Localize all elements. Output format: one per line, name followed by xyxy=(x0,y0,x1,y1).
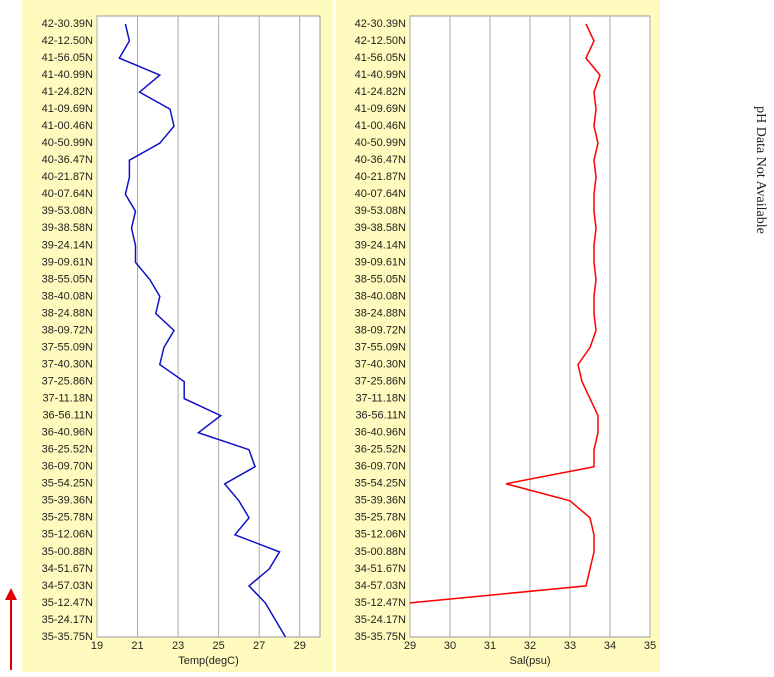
y-tick-label: 41-24.82N xyxy=(42,86,93,98)
y-tick-label: 41-40.99N xyxy=(42,69,93,81)
y-tick-label: 38-55.05N xyxy=(355,273,406,285)
x-tick-label: 27 xyxy=(253,640,265,652)
y-tick-label: 36-40.96N xyxy=(355,427,406,439)
y-tick-label: 35-35.75N xyxy=(42,631,93,643)
y-tick-label: 35-00.88N xyxy=(42,546,93,558)
y-tick-label: 35-12.47N xyxy=(42,597,93,609)
y-tick-label: 35-12.47N xyxy=(355,597,406,609)
y-tick-label: 34-57.03N xyxy=(42,580,93,592)
y-tick-label: 40-21.87N xyxy=(355,171,406,183)
y-tick-label: 38-40.08N xyxy=(355,290,406,302)
y-tick-label: 36-25.52N xyxy=(355,444,406,456)
x-tick-label: 32 xyxy=(524,640,536,652)
y-tick-label: 40-36.47N xyxy=(42,154,93,166)
y-tick-label: 38-55.05N xyxy=(42,273,93,285)
y-tick-label: 34-51.67N xyxy=(42,563,93,575)
y-tick-label: 37-25.86N xyxy=(355,375,406,387)
y-tick-label: 35-35.75N xyxy=(355,631,406,643)
y-tick-label: 40-50.99N xyxy=(42,137,93,149)
y-tick-label: 40-36.47N xyxy=(355,154,406,166)
y-tick-label: 41-40.99N xyxy=(355,69,406,81)
y-tick-label: 37-11.18N xyxy=(355,393,406,405)
data-line xyxy=(409,23,601,604)
y-tick-label: 36-09.70N xyxy=(42,461,93,473)
y-tick-label: 37-11.18N xyxy=(42,393,93,405)
y-tick-label: 39-38.58N xyxy=(355,222,406,234)
ph-note: pH Data Not Available xyxy=(753,106,768,234)
x-tick-label: 34 xyxy=(604,640,616,652)
y-tick-label: 41-56.05N xyxy=(42,52,93,64)
arrow-head xyxy=(5,588,17,600)
x-axis-label: Sal(psu) xyxy=(510,655,551,667)
y-tick-label: 34-51.67N xyxy=(355,563,406,575)
y-tick-label: 38-24.88N xyxy=(355,307,406,319)
y-tick-label: 37-55.09N xyxy=(42,341,93,353)
y-tick-label: 42-30.39N xyxy=(355,18,406,30)
y-tick-label: 38-40.08N xyxy=(42,290,93,302)
y-tick-label: 36-56.11N xyxy=(355,410,406,422)
y-tick-label: 37-55.09N xyxy=(355,341,406,353)
y-tick-label: 34-57.03N xyxy=(355,580,406,592)
y-tick-label: 36-09.70N xyxy=(355,461,406,473)
y-tick-label: 35-25.78N xyxy=(42,512,93,524)
y-tick-label: 41-00.46N xyxy=(355,120,406,132)
y-tick-label: 39-53.08N xyxy=(42,205,93,217)
x-tick-label: 30 xyxy=(444,640,456,652)
data-line xyxy=(118,23,287,638)
x-tick-label: 35 xyxy=(644,640,656,652)
y-tick-label: 36-25.52N xyxy=(42,444,93,456)
y-tick-label: 41-56.05N xyxy=(355,52,406,64)
y-tick-label: 42-12.50N xyxy=(355,35,406,47)
y-tick-label: 39-09.61N xyxy=(42,256,93,268)
y-tick-label: 38-24.88N xyxy=(42,307,93,319)
y-tick-label: 42-12.50N xyxy=(42,35,93,47)
y-tick-label: 40-07.64N xyxy=(355,188,406,200)
y-tick-label: 35-12.06N xyxy=(355,529,406,541)
y-tick-label: 35-00.88N xyxy=(355,546,406,558)
y-tick-label: 38-09.72N xyxy=(42,324,93,336)
y-tick-label: 39-24.14N xyxy=(42,239,93,251)
y-tick-label: 39-38.58N xyxy=(42,222,93,234)
plot-area xyxy=(96,15,321,638)
y-tick-label: 35-54.25N xyxy=(355,478,406,490)
y-tick-label: 39-24.14N xyxy=(355,239,406,251)
y-tick-label: 35-12.06N xyxy=(42,529,93,541)
y-tick-label: 35-39.36N xyxy=(355,495,406,507)
y-tick-label: 41-09.69N xyxy=(355,103,406,115)
y-tick-label: 37-40.30N xyxy=(42,358,93,370)
y-tick-label: 39-09.61N xyxy=(355,256,406,268)
y-tick-label: 41-09.69N xyxy=(42,103,93,115)
y-tick-label: 35-24.17N xyxy=(355,614,406,626)
y-tick-label: 42-30.39N xyxy=(42,18,93,30)
x-tick-label: 33 xyxy=(564,640,576,652)
x-tick-label: 25 xyxy=(213,640,225,652)
y-tick-label: 36-40.96N xyxy=(42,427,93,439)
y-tick-label: 35-25.78N xyxy=(355,512,406,524)
y-tick-label: 35-54.25N xyxy=(42,478,93,490)
x-tick-label: 21 xyxy=(131,640,143,652)
x-tick-label: 29 xyxy=(404,640,416,652)
y-tick-label: 38-09.72N xyxy=(355,324,406,336)
y-tick-label: 35-39.36N xyxy=(42,495,93,507)
y-tick-label: 37-40.30N xyxy=(355,358,406,370)
x-tick-label: 31 xyxy=(484,640,496,652)
x-axis-label: Temp(degC) xyxy=(178,655,239,667)
x-tick-label: 23 xyxy=(172,640,184,652)
y-tick-label: 35-24.17N xyxy=(42,614,93,626)
y-tick-label: 40-07.64N xyxy=(42,188,93,200)
y-tick-label: 40-21.87N xyxy=(42,171,93,183)
y-tick-label: 37-25.86N xyxy=(42,375,93,387)
y-tick-label: 39-53.08N xyxy=(355,205,406,217)
y-tick-label: 36-56.11N xyxy=(42,410,93,422)
y-tick-label: 40-50.99N xyxy=(355,137,406,149)
x-tick-label: 19 xyxy=(91,640,103,652)
y-tick-label: 41-24.82N xyxy=(355,86,406,98)
y-tick-label: 41-00.46N xyxy=(42,120,93,132)
x-tick-label: 29 xyxy=(294,640,306,652)
